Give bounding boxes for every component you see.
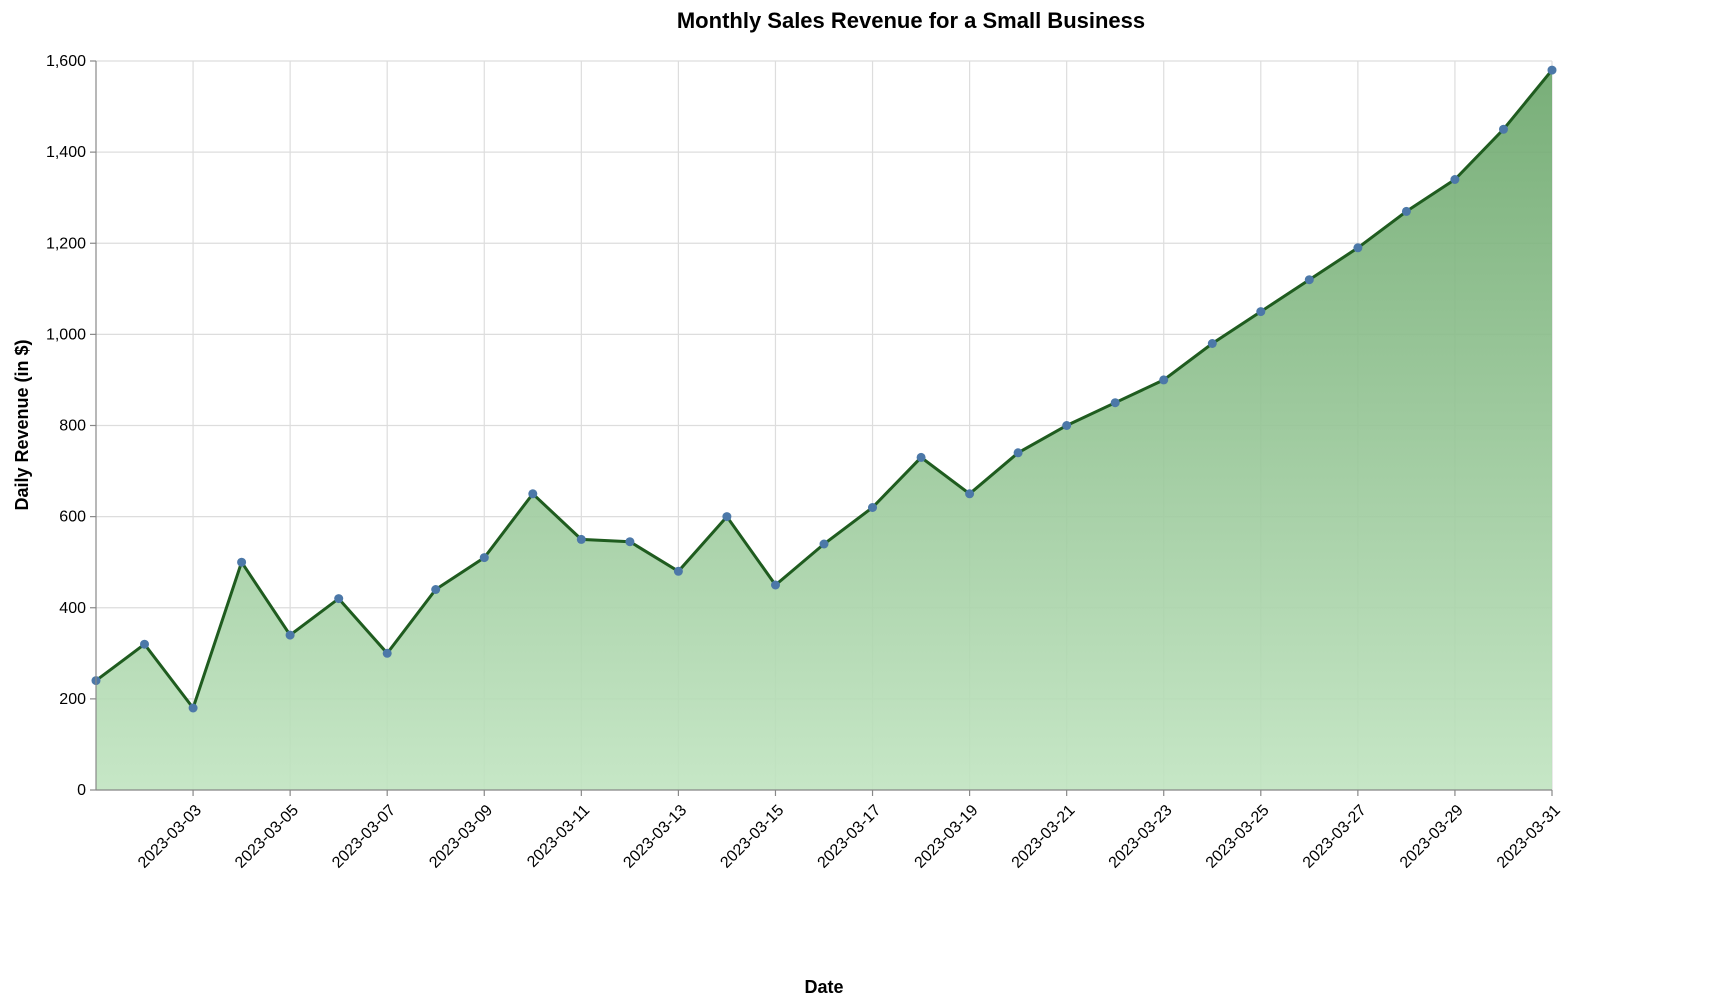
data-point — [1499, 124, 1508, 134]
data-point — [188, 703, 198, 713]
x-tick-label: 2023-03-31 — [1494, 802, 1564, 872]
x-tick-label: 2023-03-07 — [329, 802, 399, 872]
x-tick-label: 2023-03-11 — [524, 802, 593, 871]
x-tick-label: 2023-03-23 — [1106, 802, 1176, 872]
y-tick-label: 400 — [59, 600, 86, 617]
x-tick-label: 2023-03-21 — [1009, 802, 1079, 872]
x-tick-label: 2023-03-19 — [912, 802, 982, 872]
data-point — [1159, 375, 1169, 385]
x-tick-label: 2023-03-25 — [1203, 802, 1273, 872]
revenue-area — [96, 70, 1552, 791]
data-point — [1013, 448, 1023, 458]
data-point — [1401, 206, 1411, 216]
x-tick-label: 2023-03-29 — [1397, 802, 1467, 872]
data-point — [819, 539, 829, 549]
x-tick-label: 2023-03-17 — [815, 802, 885, 872]
x-tick-label: 2023-03-15 — [717, 802, 787, 872]
data-point — [576, 534, 586, 544]
data-point — [722, 512, 732, 522]
y-tick-label: 200 — [59, 691, 86, 708]
data-point — [1353, 243, 1363, 253]
data-points — [91, 65, 1557, 713]
data-point — [1110, 398, 1120, 408]
x-tick-label: 2023-03-13 — [620, 802, 690, 872]
data-point — [1547, 65, 1557, 75]
data-point — [868, 503, 877, 512]
x-axis-title: Date — [804, 977, 843, 997]
data-point — [1256, 307, 1266, 317]
y-axis-title: Daily Revenue (in $) — [12, 339, 32, 510]
data-point — [237, 557, 247, 567]
y-tick-label: 1,000 — [46, 326, 86, 343]
y-tick-label: 0 — [77, 782, 86, 799]
x-tick-label: 2023-03-03 — [135, 802, 205, 872]
y-tick-label: 1,400 — [46, 144, 86, 161]
data-point — [140, 639, 149, 649]
data-point — [1304, 275, 1314, 285]
y-tick-label: 1,200 — [46, 235, 86, 252]
x-tick-label: 2023-03-09 — [426, 802, 496, 872]
y-tick-label: 600 — [59, 509, 86, 526]
y-tick-label: 800 — [59, 418, 86, 435]
data-point — [625, 537, 635, 547]
data-point — [528, 489, 538, 499]
data-point — [285, 630, 295, 640]
data-point — [965, 489, 975, 499]
data-point — [916, 452, 926, 462]
data-point — [1062, 421, 1072, 430]
y-tick-label: 1,600 — [46, 53, 86, 70]
data-point — [431, 585, 441, 594]
x-tick-label: 2023-03-27 — [1300, 802, 1370, 872]
data-point — [479, 553, 489, 563]
x-tick-label: 2023-03-05 — [232, 802, 302, 872]
data-point — [771, 580, 780, 590]
chart-title: Monthly Sales Revenue for a Small Busine… — [677, 8, 1145, 33]
data-point — [1207, 339, 1217, 348]
data-point — [334, 594, 344, 604]
data-point — [382, 648, 392, 658]
data-point — [673, 566, 683, 576]
data-point — [1450, 175, 1460, 184]
